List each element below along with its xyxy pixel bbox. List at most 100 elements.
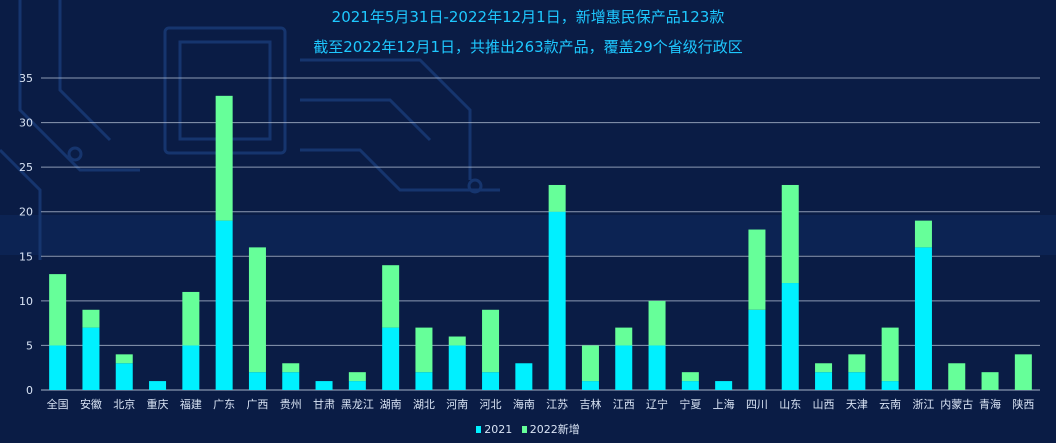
bar-2021 (482, 372, 500, 390)
bar-2022-new (581, 345, 599, 382)
y-tick-label: 10 (19, 295, 33, 308)
x-tick-label: 江西 (613, 398, 635, 411)
x-tick-label: 河南 (446, 398, 468, 411)
x-tick-label: 北京 (113, 397, 135, 411)
x-tick-label: 河北 (480, 398, 502, 411)
bar-2021 (115, 363, 133, 390)
bar-2022-new (382, 265, 400, 328)
x-tick-label: 天津 (846, 398, 868, 411)
x-tick-label: 青海 (979, 397, 1001, 411)
x-tick-label: 湖南 (380, 398, 402, 411)
bar-2022-new (848, 354, 866, 373)
chart-subtitle: 截至2022年12月1日，共推出263款产品，覆盖29个省级行政区 (313, 38, 743, 56)
bar-2021 (648, 345, 666, 390)
x-tick-label: 宁夏 (679, 397, 701, 411)
bar-2022-new (748, 229, 766, 310)
bar-2022-new (548, 184, 566, 212)
x-tick-label: 四川 (746, 398, 768, 411)
bar-2021 (581, 381, 599, 390)
x-tick-label: 江苏 (546, 398, 568, 411)
bar-2022-new (815, 363, 833, 373)
bar-2022-new (82, 309, 100, 328)
x-tick-label: 甘肃 (313, 398, 335, 411)
bar-2021 (781, 283, 799, 390)
x-tick-label: 广东 (213, 398, 235, 411)
y-tick-label: 30 (19, 117, 33, 130)
x-tick-label: 全国 (47, 397, 69, 411)
legend-swatch-2022 (521, 425, 527, 433)
x-tick-label: 重庆 (147, 397, 169, 411)
bar-2022-new (914, 220, 932, 248)
bar-2022-new (615, 327, 633, 346)
bar-2021 (215, 220, 233, 390)
x-tick-label: 贵州 (280, 398, 302, 411)
x-tick-label: 福建 (180, 397, 202, 411)
bar-2022-new (49, 274, 67, 346)
x-tick-label: 陕西 (1012, 397, 1034, 411)
bar-2021 (815, 372, 833, 390)
bar-2021 (914, 247, 932, 390)
bar-2022-new (415, 327, 433, 373)
bar-2021 (415, 372, 433, 390)
bar-2022-new (881, 327, 899, 382)
bar-2021 (748, 309, 766, 390)
bar-2021 (548, 211, 566, 390)
bar-2022-new (115, 354, 133, 364)
y-tick-label: 0 (26, 384, 33, 397)
bar-2021 (715, 381, 733, 390)
legend-label-2022: 2022新增 (529, 423, 580, 436)
bar-2022-new (482, 309, 500, 373)
bar-2022-new (681, 372, 699, 382)
x-tick-label: 广西 (246, 398, 268, 411)
bar-2021 (49, 345, 67, 390)
bar-2021 (848, 372, 866, 390)
bar-2022-new (248, 247, 266, 373)
bar-2022-new (948, 363, 966, 390)
x-tick-label: 安徽 (80, 397, 102, 411)
y-tick-label: 20 (19, 206, 33, 219)
x-tick-label: 内蒙古 (940, 397, 973, 411)
stacked-bar-chart: 05101520253035全国 安徽 北京 重庆 福建 广东 广西 贵州 甘肃 黑龙江 湖南 湖北河… (19, 72, 1040, 411)
bar-2021 (348, 381, 366, 390)
x-tick-label: 山东 (779, 398, 801, 411)
bar-2022-new (448, 336, 466, 346)
bar-2021 (382, 327, 400, 390)
x-tick-label: 海南 (513, 397, 535, 411)
x-tick-label: 辽宁 (646, 397, 668, 411)
bar-2021 (248, 372, 266, 390)
bar-2022-new (648, 300, 666, 346)
chart-legend: 2021 2022新增 (0, 421, 1056, 437)
bar-2021 (515, 363, 533, 390)
x-tick-label: 山西 (813, 398, 835, 411)
x-tick-label: 浙江 (912, 398, 934, 411)
bar-2022-new (981, 372, 999, 390)
bar-2021 (681, 381, 699, 390)
x-tick-label: 云南 (879, 398, 901, 411)
bar-2022-new (348, 372, 366, 382)
bar-2022-new (182, 291, 200, 346)
y-tick-label: 35 (19, 72, 33, 85)
bar-2022-new (282, 363, 300, 373)
y-tick-label: 5 (26, 339, 33, 352)
y-tick-label: 25 (19, 161, 33, 174)
bar-2022-new (215, 95, 233, 221)
bar-2021 (315, 381, 333, 390)
bar-2021 (448, 345, 466, 390)
bar-2021 (182, 345, 200, 390)
legend-item-2021[interactable]: 2021 (476, 423, 512, 436)
bar-2021 (881, 381, 899, 390)
bar-2022-new (781, 184, 799, 284)
bar-2021 (149, 381, 167, 390)
chart-title: 2021年5月31日-2022年12月1日，新增惠民保产品123款 (331, 8, 725, 26)
bar-2021 (282, 372, 300, 390)
legend-swatch-2021 (476, 425, 482, 433)
bar-2022-new (1014, 354, 1032, 390)
x-tick-label: 上海 (713, 397, 735, 411)
bar-2021 (82, 327, 100, 390)
x-tick-label: 湖北 (413, 398, 435, 411)
y-tick-label: 15 (19, 250, 33, 263)
legend-label-2021: 2021 (484, 422, 513, 436)
legend-item-2022[interactable]: 2022新增 (521, 421, 580, 437)
x-tick-label: 黑龙江 (341, 398, 374, 411)
bar-2021 (615, 345, 633, 390)
